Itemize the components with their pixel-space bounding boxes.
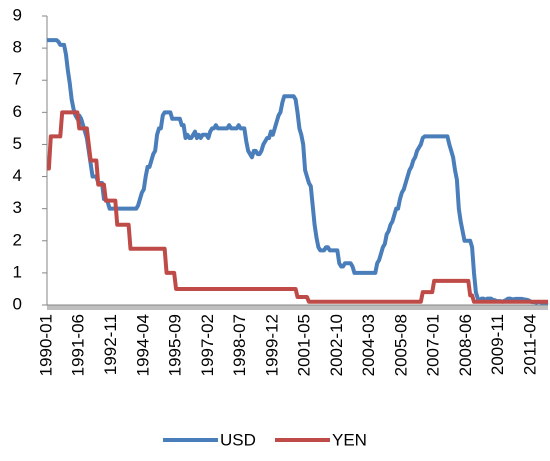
- x-tick-label: 2002-10: [327, 314, 346, 376]
- x-tick-label: 1999-12: [262, 314, 281, 376]
- x-tick-label: 1990-01: [36, 314, 55, 376]
- x-tick-label: 1992-11: [101, 314, 120, 375]
- x-tick-label: 2005-08: [391, 314, 410, 376]
- x-tick-label: 1997-02: [198, 314, 217, 376]
- y-tick-label: 9: [13, 5, 22, 24]
- x-tick-label: 2008-06: [456, 314, 475, 376]
- x-tick-label: 1994-04: [133, 314, 152, 376]
- x-tick-label: 1995-09: [166, 314, 185, 376]
- x-tick-band: [47, 305, 548, 310]
- x-tick-label: 2007-01: [424, 314, 443, 376]
- y-tick-label: 6: [13, 102, 22, 121]
- legend-label: YEN: [332, 430, 367, 449]
- y-tick-label: 1: [13, 262, 22, 281]
- y-tick-label: 5: [13, 134, 22, 153]
- legend-label: USD: [220, 430, 256, 449]
- x-tick-label: 2001-05: [295, 314, 314, 376]
- y-tick-label: 8: [13, 38, 22, 57]
- y-tick-label: 3: [13, 198, 22, 217]
- x-tick-label: 2009-11: [488, 314, 507, 375]
- x-tick-label: 1998-07: [230, 314, 249, 376]
- y-tick-label: 4: [13, 166, 22, 185]
- y-tick-label: 7: [13, 70, 22, 89]
- series-line: [46, 110, 549, 304]
- y-tick-label: 2: [13, 230, 22, 249]
- x-tick-label: 2004-03: [359, 314, 378, 376]
- x-tick-label: 1991-06: [69, 314, 88, 376]
- series-line: [46, 38, 549, 305]
- y-tick-label: 0: [13, 294, 22, 313]
- x-tick-label: 2011-04: [520, 314, 539, 375]
